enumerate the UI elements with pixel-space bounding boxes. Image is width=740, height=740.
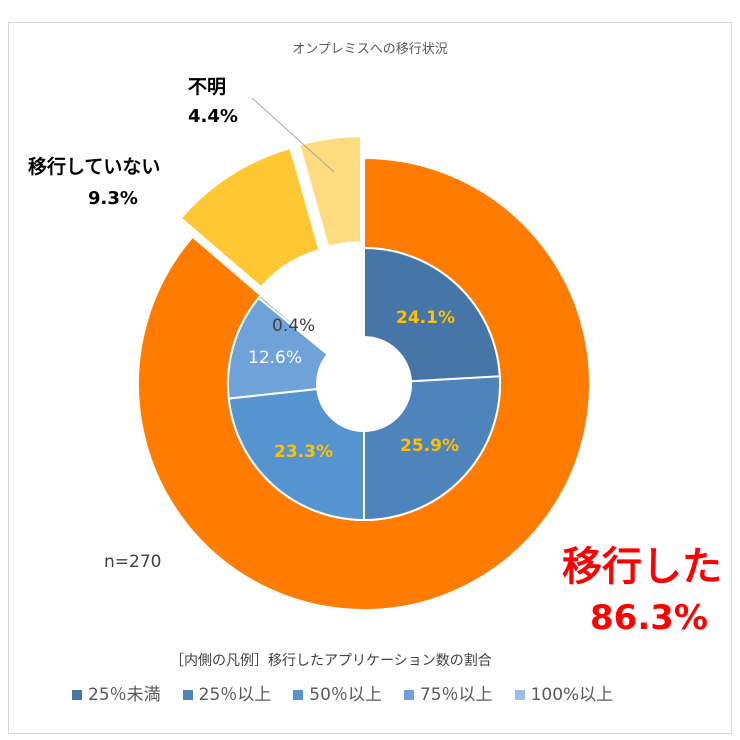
legend-swatch xyxy=(72,690,82,700)
legend-swatch xyxy=(293,690,304,700)
legend-label: 25％以上 xyxy=(198,685,272,705)
sample-size-note: n=270 xyxy=(104,552,162,572)
outer-value-unknown: 4.4% xyxy=(188,106,238,127)
legend-swatch xyxy=(403,690,414,700)
outer-label-migrated: 移行した xyxy=(562,544,722,590)
legend-label: 100%以上 xyxy=(530,685,614,705)
inner-slice-1 xyxy=(363,246,501,383)
leader-line xyxy=(251,97,335,173)
legend-item: 75％以上 xyxy=(403,680,493,705)
legend-swatch xyxy=(182,690,193,700)
inner-label-5: 0.4% xyxy=(272,316,316,336)
legend-item: 25％未満 xyxy=(72,680,161,705)
outer-value-migrated: 86.3% xyxy=(590,598,708,638)
chart-title: オンプレミスへの移行状況 xyxy=(292,42,448,57)
inner-slice-4 xyxy=(227,296,330,400)
legend-label: 25％未満 xyxy=(88,685,161,705)
legend-label: 50％以上 xyxy=(309,685,382,705)
outer-label-not-migrated: 移行していない xyxy=(28,156,161,178)
inner-slice-3 xyxy=(227,387,365,522)
outer-slice-3 xyxy=(298,135,362,249)
legend-item: 25％以上 xyxy=(182,680,272,705)
inner-slice-5 xyxy=(257,293,330,356)
legend-title: ［内側の凡例］移行したアプリケーション数の割合 xyxy=(170,653,492,669)
chart-frame xyxy=(8,22,732,734)
legend: 25％未満 25％以上 50％以上 75％以上 100%以上 xyxy=(72,680,613,705)
outer-label-unknown: 不明 xyxy=(188,76,227,98)
inner-slice-2 xyxy=(363,375,501,522)
legend-label: 75％以上 xyxy=(419,685,493,705)
outer-value-not-migrated: 9.3% xyxy=(88,188,138,209)
inner-label-2: 25.9% xyxy=(400,436,459,456)
inner-label-3: 23.3% xyxy=(274,442,333,462)
legend-item: 50％以上 xyxy=(293,680,382,705)
legend-swatch xyxy=(514,690,525,700)
legend-item: 100%以上 xyxy=(514,680,614,705)
inner-label-1: 24.1% xyxy=(396,308,455,328)
outer-slice-2 xyxy=(179,146,321,289)
inner-label-4: 12.6% xyxy=(248,348,303,368)
